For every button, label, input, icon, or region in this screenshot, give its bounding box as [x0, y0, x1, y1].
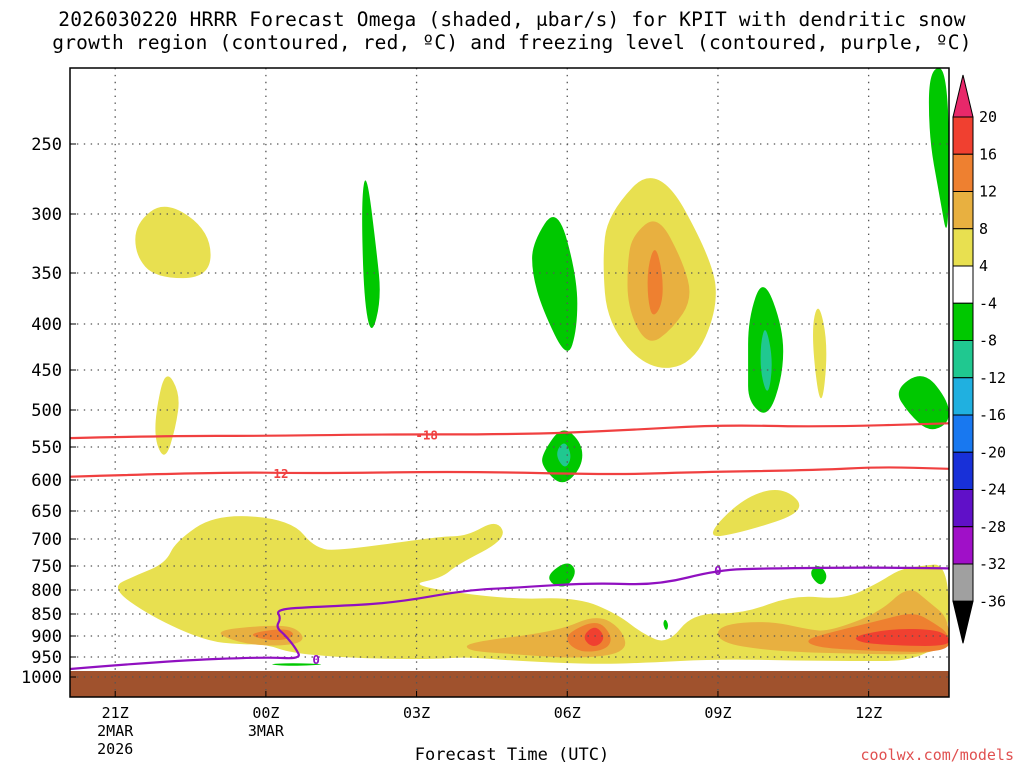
colorbar-label-1: 16	[979, 145, 997, 163]
colorbar-label-3: 8	[979, 220, 988, 238]
colorbar-swatch-1	[952, 116, 974, 155]
y-tick-label-1000: 1000	[21, 668, 62, 688]
omega-region-22	[663, 619, 668, 630]
y-tick-label-350: 350	[31, 264, 62, 284]
x-tick-sub1-00Z: 3MAR	[248, 722, 285, 740]
contour-label-2-0: 0	[312, 652, 320, 667]
y-tick-label-900: 900	[31, 627, 62, 647]
x-tick-label-21Z: 21Z	[102, 704, 129, 722]
colorbar-label-9: -20	[979, 443, 1006, 461]
colorbar-top-arrow	[952, 74, 974, 118]
colorbar-swatch-8	[952, 377, 974, 416]
y-tick-label-450: 450	[31, 361, 62, 381]
y-tick-label-800: 800	[31, 581, 62, 601]
colorbar-swatch-12	[952, 526, 974, 565]
x-tick-label-09Z: 09Z	[704, 704, 731, 722]
colorbar-bottom-arrow	[952, 600, 974, 644]
omega-region-21	[811, 566, 827, 585]
title-line-2: growth region (contoured, red, ºC) and f…	[52, 31, 972, 54]
omega-region-15	[855, 628, 949, 646]
colorbar-swatch-3	[952, 191, 974, 230]
x-tick-label-03Z: 03Z	[403, 704, 430, 722]
colorbar-label-6: -8	[979, 332, 997, 350]
colorbar-label-11: -28	[979, 518, 1006, 536]
omega-region-25	[272, 663, 322, 666]
contour-label-1-0: 12	[273, 466, 288, 481]
x-tick-label-00Z: 00Z	[252, 704, 279, 722]
colorbar-label-0: 20	[979, 108, 997, 126]
colorbar-label-13: -36	[979, 592, 1006, 610]
y-tick-label-650: 650	[31, 502, 62, 522]
colorbar-label-2: 12	[979, 183, 997, 201]
colorbar-swatch-9	[952, 414, 974, 453]
colorbar-label-10: -24	[979, 481, 1006, 499]
x-tick-label-12Z: 12Z	[855, 704, 882, 722]
colorbar-label-8: -16	[979, 406, 1006, 424]
omega-region-5	[712, 490, 800, 537]
y-tick-label-550: 550	[31, 438, 62, 458]
y-tick-label-400: 400	[31, 315, 62, 335]
contour-label-0-0: -18	[415, 427, 438, 442]
y-tick-label-500: 500	[31, 401, 62, 421]
y-tick-label-250: 250	[31, 135, 62, 155]
y-tick-label-950: 950	[31, 648, 62, 668]
omega-region-10	[647, 250, 663, 315]
colorbar-swatch-10	[952, 451, 974, 490]
colorbar-label-7: -12	[979, 369, 1006, 387]
omega-region-17	[532, 217, 578, 351]
contour-line-2	[70, 566, 949, 671]
omega-region-3	[813, 308, 827, 399]
x-tick-sub1-21Z: 2MAR	[97, 722, 134, 740]
omega-region-27	[557, 443, 571, 467]
y-tick-label-600: 600	[31, 471, 62, 491]
x-tick-sub2-21Z: 2026	[97, 740, 133, 758]
title-line-1: 2026030220 HRRR Forecast Omega (shaded, …	[58, 8, 966, 31]
colorbar-label-4: 4	[979, 257, 988, 275]
omega-region-24	[928, 68, 949, 228]
colorbar-swatch-13	[952, 563, 974, 602]
omega-region-14	[584, 627, 604, 646]
omega-region-0	[135, 206, 211, 279]
y-tick-label-300: 300	[31, 205, 62, 225]
colorbar-swatch-6	[952, 302, 974, 341]
contour-line-0	[70, 422, 949, 440]
chart-title: 2026030220 HRRR Forecast Omega (shaded, …	[0, 8, 1024, 54]
colorbar-swatch-5	[952, 265, 974, 304]
contour-label-2-1: 0	[714, 563, 722, 578]
contour-line-1	[70, 466, 949, 478]
colorbar-swatch-4	[952, 228, 974, 267]
omega-region-23	[898, 376, 949, 430]
colorbar-swatch-11	[952, 489, 974, 528]
x-axis-label: Forecast Time (UTC)	[414, 745, 610, 765]
omega-region-20	[549, 563, 575, 587]
ground-fill	[70, 671, 949, 697]
omega-region-26	[760, 330, 772, 391]
x-tick-label-06Z: 06Z	[554, 704, 581, 722]
omega-region-1	[155, 376, 179, 455]
plot-frame	[69, 67, 950, 698]
colorbar-swatch-2	[952, 153, 974, 192]
y-tick-label-700: 700	[31, 530, 62, 550]
colorbar-label-5: -4	[979, 294, 997, 312]
colorbar-label-12: -32	[979, 555, 1006, 573]
omega-region-16	[362, 180, 380, 328]
y-tick-label-850: 850	[31, 605, 62, 625]
y-tick-label-750: 750	[31, 557, 62, 577]
colorbar-swatch-7	[952, 340, 974, 379]
credit-text: coolwx.com/models	[860, 746, 1014, 764]
